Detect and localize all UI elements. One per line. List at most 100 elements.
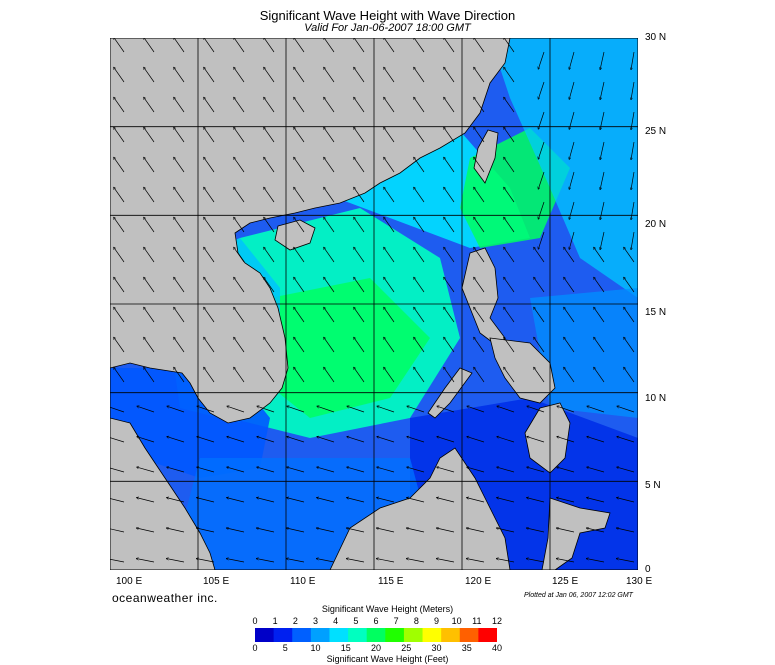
- wave-direction-arrow: [526, 559, 545, 563]
- colorbar-segment: [441, 628, 461, 642]
- wave-direction-arrow: [204, 187, 215, 203]
- wave-direction-arrow: [384, 67, 395, 83]
- wave-direction-arrow: [324, 277, 335, 293]
- mindanao-island: [524, 402, 571, 474]
- wave-direction-arrow: [414, 247, 425, 263]
- wave-direction-arrow: [414, 67, 425, 83]
- wave-direction-arrow: [294, 247, 305, 263]
- wave-direction-arrow: [204, 97, 215, 113]
- wave-direction-arrow: [144, 38, 155, 53]
- wave-direction-arrow: [527, 498, 545, 503]
- land-masses: [110, 38, 611, 570]
- wave-direction-arrow: [466, 559, 485, 563]
- wave-direction-arrow: [354, 217, 365, 233]
- wave-direction-arrow: [264, 187, 275, 203]
- colorbar: [255, 628, 497, 642]
- wave-direction-arrow: [534, 367, 545, 383]
- wave-direction-arrow: [144, 217, 155, 233]
- colorbar-segment: [329, 628, 349, 642]
- wave-direction-arrow: [624, 337, 635, 353]
- wave-direction-arrow: [347, 437, 365, 443]
- wave-direction-arrow: [204, 367, 215, 383]
- wave-direction-arrow: [286, 559, 305, 563]
- wave-direction-arrow: [569, 141, 575, 159]
- wave-direction-arrow: [624, 277, 635, 293]
- wave-direction-arrow: [474, 187, 485, 203]
- wave-direction-arrow: [569, 51, 575, 69]
- wave-direction-arrow: [234, 127, 245, 143]
- wave-direction-arrow: [587, 406, 605, 413]
- wave-direction-arrow: [114, 187, 125, 203]
- wave-direction-arrow: [316, 559, 335, 563]
- colorbar-feet-title: Significant Wave Height (Feet): [326, 654, 449, 664]
- wave-direction-arrow: [354, 97, 365, 113]
- colorbar-meters-tick: 6: [373, 616, 379, 626]
- lat-label-5: 5 N: [645, 480, 661, 491]
- wave-direction-arrow: [287, 406, 305, 413]
- wave-direction-arrow: [377, 406, 395, 413]
- wave-direction-arrow: [600, 171, 605, 190]
- wave-direction-arrow: [137, 498, 155, 503]
- wave-direction-arrow: [110, 498, 125, 503]
- wave-direction-arrow: [414, 217, 425, 233]
- wave-direction-arrow: [257, 467, 275, 473]
- wave-direction-arrow: [504, 97, 515, 113]
- wave-direction-arrow: [294, 187, 305, 203]
- brand-name: oceanweather inc.: [112, 591, 218, 605]
- wave-direction-arrow: [354, 187, 365, 203]
- wave-direction-arrow: [174, 337, 185, 353]
- wave-direction-arrow: [144, 277, 155, 293]
- wave-direction-arrow: [569, 201, 575, 219]
- wave-direction-arrow: [444, 217, 455, 233]
- colorbar-meters-tick: 3: [312, 616, 319, 626]
- colorbar-segment: [310, 628, 330, 642]
- wave-direction-arrow: [294, 38, 305, 53]
- wave-direction-arrow: [204, 127, 215, 143]
- wave-direction-arrow: [407, 437, 425, 443]
- wave-direction-arrow: [137, 467, 155, 473]
- wave-direction-arrow: [444, 337, 455, 353]
- wave-direction-arrow: [384, 127, 395, 143]
- wave-direction-arrow: [174, 127, 185, 143]
- wave-direction-arrow: [234, 277, 245, 293]
- wave-direction-arrow: [294, 97, 305, 113]
- wave-direction-arrow: [144, 337, 155, 353]
- wave-direction-arrow: [167, 498, 185, 503]
- wave-direction-arrow: [347, 498, 365, 503]
- lon-label-105: 105 E: [203, 576, 230, 587]
- wave-direction-arrow: [167, 406, 185, 413]
- wave-direction-arrow: [474, 337, 485, 353]
- wave-direction-arrow: [407, 467, 425, 473]
- wave-direction-arrow: [324, 247, 335, 263]
- wave-direction-arrow: [504, 307, 515, 323]
- wave-direction-arrow: [167, 467, 185, 473]
- wave-direction-arrow: [264, 247, 275, 263]
- wave-direction-arrow: [538, 111, 545, 129]
- wave-direction-arrow: [414, 337, 425, 353]
- wave-direction-arrow: [167, 437, 185, 443]
- wave-direction-arrow: [234, 38, 245, 53]
- sulawesi-island: [541, 497, 611, 570]
- wave-direction-arrow: [600, 111, 605, 130]
- map-title: Significant Wave Height with Wave Direct…: [259, 8, 516, 23]
- wave-direction-arrow: [144, 187, 155, 203]
- wave-direction-arrow: [110, 558, 125, 563]
- wave-direction-arrow: [317, 498, 335, 503]
- colorbar-segment: [348, 628, 368, 642]
- colorbar-segment: [478, 628, 497, 642]
- wave-direction-arrow: [136, 559, 155, 563]
- wave-direction-arrow: [174, 367, 185, 383]
- wave-direction-arrow: [114, 217, 125, 233]
- wave-direction-arrow: [204, 247, 215, 263]
- wave-direction-arrow: [467, 437, 485, 443]
- wave-direction-arrow: [234, 367, 245, 383]
- wave-direction-arrow: [436, 528, 455, 533]
- wave-direction-arrow: [174, 67, 185, 83]
- wave-direction-arrow: [414, 187, 425, 203]
- philippines-central: [489, 337, 556, 404]
- wave-direction-arrow: [557, 406, 575, 413]
- wave-direction-arrow: [587, 467, 605, 473]
- colorbar-feet-tick: 15: [340, 643, 351, 653]
- lon-label-125: 125 E: [552, 576, 579, 587]
- wave-direction-arrow: [346, 528, 365, 533]
